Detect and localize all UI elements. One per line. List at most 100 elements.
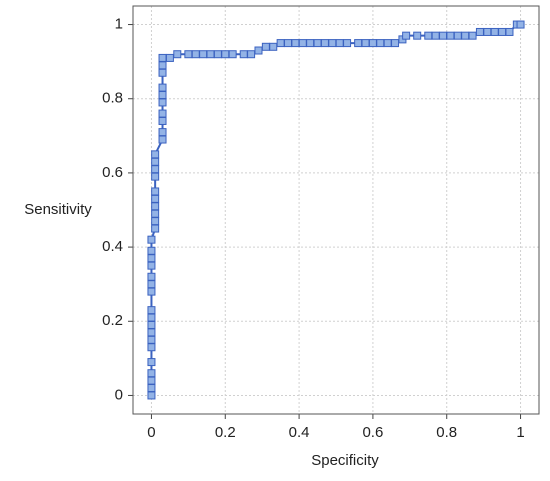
point-marker (151, 217, 160, 226)
y-tick-label: 1 (115, 16, 123, 33)
point-marker (158, 128, 167, 137)
point-marker (320, 39, 329, 48)
point-marker (475, 27, 484, 36)
point-marker (147, 306, 156, 315)
point-marker (158, 61, 167, 70)
point-marker (165, 53, 174, 62)
point-marker (284, 39, 293, 48)
point-marker (147, 261, 156, 270)
y-tick-label: 0 (115, 386, 123, 403)
point-marker (298, 39, 307, 48)
point-marker (151, 165, 160, 174)
point-marker (368, 39, 377, 48)
point-marker (147, 280, 156, 289)
point-marker (391, 39, 400, 48)
point-marker (147, 272, 156, 281)
y-tick-label: 0.2 (102, 312, 123, 329)
point-marker (147, 343, 156, 352)
point-marker (247, 50, 256, 59)
point-marker (505, 27, 514, 36)
point-marker (490, 27, 499, 36)
point-marker (261, 42, 270, 51)
point-marker (151, 202, 160, 211)
point-marker (228, 50, 237, 59)
point-marker (147, 391, 156, 400)
point-marker (158, 91, 167, 100)
plot-frame (132, 5, 540, 415)
point-marker (413, 31, 422, 40)
x-tick-label: 1 (516, 424, 524, 441)
x-tick-label: 0.2 (215, 424, 236, 441)
point-marker (276, 39, 285, 48)
point-marker (158, 135, 167, 144)
point-marker (147, 313, 156, 322)
point-marker (151, 194, 160, 203)
y-tick-label: 0.8 (102, 90, 123, 107)
point-marker (151, 157, 160, 166)
point-marker (439, 31, 448, 40)
point-marker (151, 209, 160, 218)
point-marker (424, 31, 433, 40)
point-marker (147, 328, 156, 337)
point-marker (498, 27, 507, 36)
y-axis-label: Sensitivity (24, 201, 92, 218)
point-marker (151, 224, 160, 233)
point-marker (158, 98, 167, 107)
point-marker (239, 50, 248, 59)
point-marker (361, 39, 370, 48)
y-tick-label: 0.4 (102, 238, 123, 255)
point-marker (147, 287, 156, 296)
point-marker (431, 31, 440, 40)
point-marker (291, 39, 300, 48)
point-marker (335, 39, 344, 48)
point-marker (254, 46, 263, 55)
point-marker (191, 50, 200, 59)
point-marker (147, 358, 156, 367)
point-marker (402, 31, 411, 40)
point-marker (151, 172, 160, 181)
point-marker (147, 384, 156, 393)
point-marker (468, 31, 477, 40)
point-marker (383, 39, 392, 48)
point-marker (151, 187, 160, 196)
point-marker (147, 320, 156, 329)
point-marker (483, 27, 492, 36)
point-marker (158, 68, 167, 77)
point-marker (221, 50, 230, 59)
point-marker (446, 31, 455, 40)
point-marker (313, 39, 322, 48)
point-marker (453, 31, 462, 40)
x-tick-label: 0 (147, 424, 155, 441)
point-marker (158, 83, 167, 92)
point-marker (306, 39, 315, 48)
point-marker (147, 369, 156, 378)
roc-line (150, 23, 521, 396)
point-marker (376, 39, 385, 48)
point-marker (213, 50, 222, 59)
point-marker (147, 254, 156, 263)
point-marker (206, 50, 215, 59)
point-marker (151, 150, 160, 159)
x-axis-label: Specificity (311, 452, 379, 469)
point-marker (199, 50, 208, 59)
x-tick-label: 0.4 (289, 424, 310, 441)
point-marker (343, 39, 352, 48)
point-marker (461, 31, 470, 40)
point-marker (516, 20, 525, 29)
point-marker (173, 50, 182, 59)
x-tick-label: 0.6 (362, 424, 383, 441)
point-marker (184, 50, 193, 59)
point-marker (147, 335, 156, 344)
x-tick-label: 0.8 (436, 424, 457, 441)
point-marker (158, 53, 167, 62)
point-marker (158, 109, 167, 118)
point-marker (328, 39, 337, 48)
point-marker (354, 39, 363, 48)
point-marker (158, 116, 167, 125)
point-marker (269, 42, 278, 51)
point-marker (147, 246, 156, 255)
point-marker (147, 235, 156, 244)
point-marker (147, 376, 156, 385)
y-tick-label: 0.6 (102, 164, 123, 181)
